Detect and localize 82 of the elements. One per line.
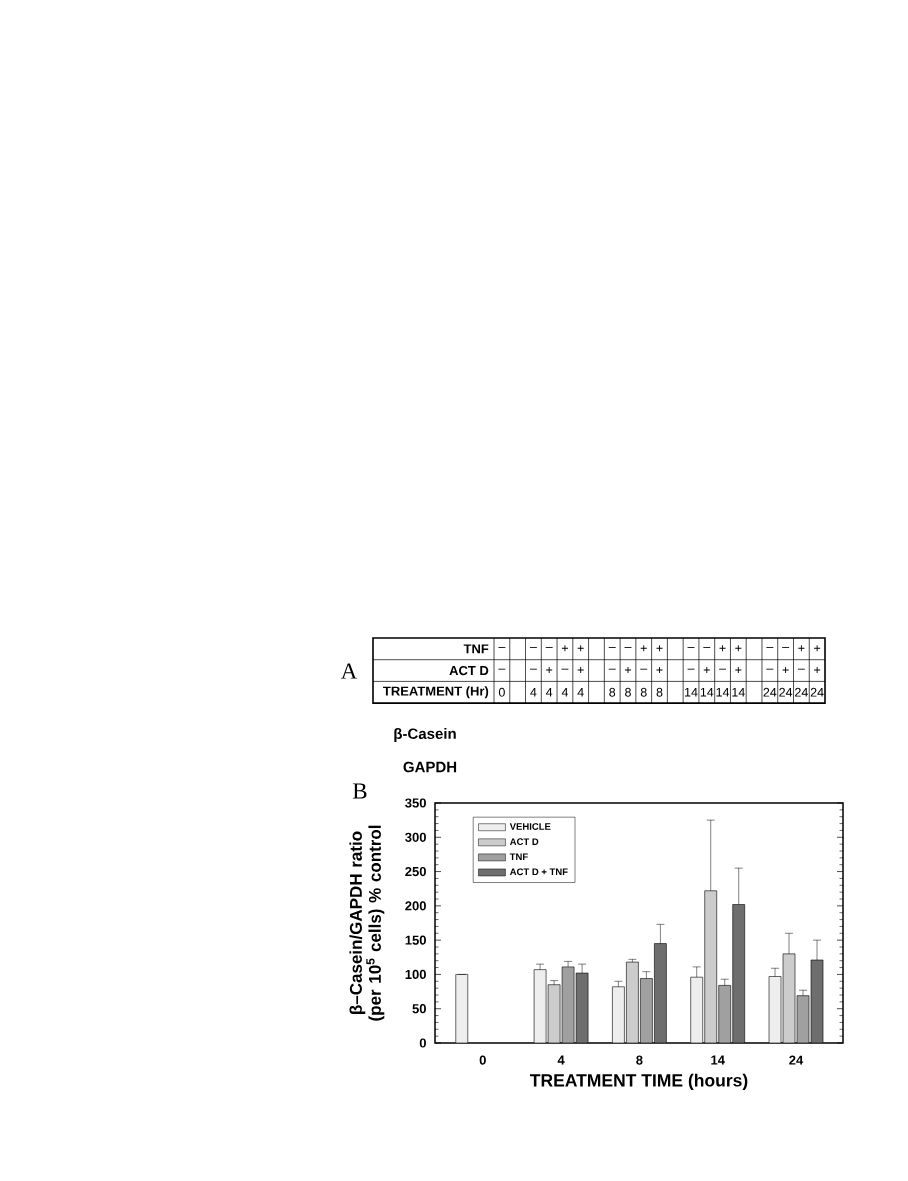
text: 8 [640,687,647,697]
bar [640,978,653,1043]
text: + [782,666,789,674]
bar [612,986,625,1043]
y-tick-label: 350 [405,798,426,808]
text: – [797,668,805,670]
text: + [546,666,553,674]
text: – [529,647,537,648]
y-tick-label: 200 [405,901,426,911]
text: – [687,668,695,670]
legend-label: ACT D + TNF [509,868,568,876]
text: – [561,668,569,670]
x-axis-title: TREATMENT TIME (hours) [530,1073,748,1091]
x-tick-label: 0 [479,1055,486,1065]
text: + [735,645,742,652]
y-tick-label: 100 [405,969,426,980]
text: – [766,647,774,648]
y-tick-label: 50 [412,1004,426,1014]
y-tick-label: 250 [405,866,426,877]
text: + [719,645,726,652]
text: – [498,668,506,670]
text: + [735,666,742,674]
text: – [608,668,616,670]
text: + [640,645,647,652]
text: 14 [700,687,714,697]
text: – [703,647,711,648]
text: 8 [609,687,616,697]
text: – [719,668,727,670]
x-tick-label: 14 [711,1055,725,1065]
text: 4 [561,687,569,697]
text: + [624,666,632,674]
bar [732,904,746,1043]
text: + [561,645,568,652]
text: 4 [545,687,553,697]
text: 8 [625,687,631,697]
text: – [498,647,506,648]
text: 14 [685,687,698,697]
text: 24 [810,687,824,697]
x-tick-label: 4 [557,1055,565,1065]
text: – [608,647,616,648]
text: + [798,645,805,652]
text: – [766,668,774,670]
chart-title: B [352,783,367,799]
y-tick-label: 300 [405,832,426,842]
legend-label: TNF [509,853,528,860]
text: 14 [732,687,745,697]
text: 24 [795,687,808,697]
category-label: TREATMENT (Hr) [383,686,489,699]
bar [455,974,469,1043]
text: – [640,668,648,670]
bar [704,890,718,1043]
x-tick-label: 8 [636,1055,643,1065]
text: A [340,663,358,679]
text: + [656,666,663,674]
text: + [656,645,663,652]
text: + [814,666,821,674]
text: + [577,666,584,674]
text: – [687,647,695,648]
text: – [624,647,632,648]
text: – [529,668,537,670]
y-tick-label: 0 [419,1038,426,1048]
category-label: TNF [463,644,489,654]
text: + [703,666,710,674]
legend-label: ACT D [509,838,539,845]
category-label: ACT D [449,665,489,676]
text: – [782,647,790,648]
text: + [577,645,584,652]
text: 14 [716,687,730,697]
text: 8 [656,687,663,697]
text: 24 [763,687,777,697]
text: GAPDH [403,761,457,773]
text: β-Casein [394,728,456,742]
legend-label: VEHICLE [509,823,551,830]
text: 0 [498,687,505,697]
text: 24 [779,687,793,697]
y-tick-label: 150 [405,935,426,945]
text: + [814,645,821,652]
x-tick-label: 24 [789,1055,804,1065]
text: 4 [530,687,537,697]
text: – [545,647,553,648]
bar [654,943,667,1043]
text: 4 [577,687,584,697]
